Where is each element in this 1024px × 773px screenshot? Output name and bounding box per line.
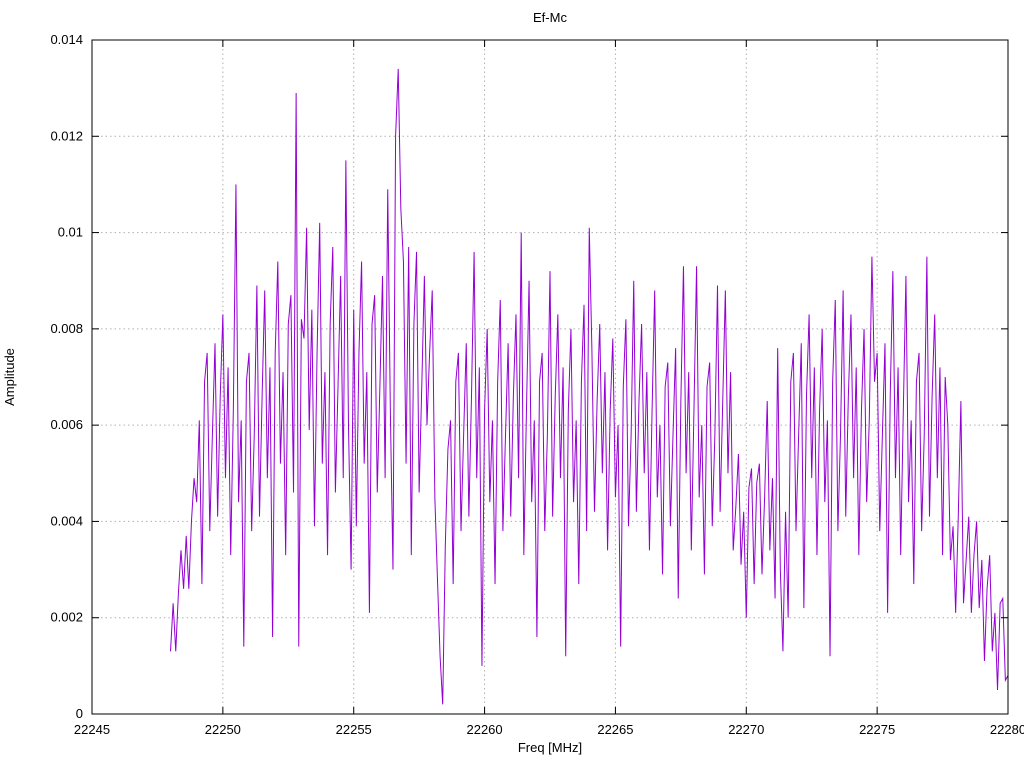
x-tick-label: 22280 bbox=[990, 722, 1024, 737]
y-tick-label: 0.01 bbox=[58, 225, 83, 240]
plot-border bbox=[91, 39, 1009, 715]
series-line bbox=[170, 68, 1009, 705]
x-tick-label: 22245 bbox=[74, 722, 110, 737]
y-tick-label: 0.006 bbox=[50, 417, 83, 432]
x-tick-label: 22270 bbox=[728, 722, 764, 737]
x-tick-label: 22250 bbox=[205, 722, 241, 737]
grid-lines bbox=[91, 39, 1009, 715]
axis-ticks bbox=[91, 39, 1009, 715]
x-tick-label: 22275 bbox=[859, 722, 895, 737]
y-tick-label: 0.002 bbox=[50, 610, 83, 625]
x-axis-label: Freq [MHz] bbox=[518, 740, 582, 755]
y-tick-label: 0.004 bbox=[50, 513, 83, 528]
y-tick-label: 0.012 bbox=[50, 128, 83, 143]
chart-title: Ef-Mc bbox=[533, 10, 567, 25]
y-tick-label: 0.008 bbox=[50, 321, 83, 336]
tick-labels: 22245 22250 22255 22260 22265 22270 22275 22280… bbox=[50, 32, 1024, 737]
data-series bbox=[170, 68, 1009, 705]
y-axis-label: Amplitude bbox=[2, 348, 17, 406]
x-tick-label: 22265 bbox=[597, 722, 633, 737]
x-tick-label: 22260 bbox=[466, 722, 502, 737]
y-tick-label: 0.014 bbox=[50, 32, 83, 47]
y-tick-label: 0 bbox=[76, 706, 83, 721]
x-tick-label: 22255 bbox=[336, 722, 372, 737]
